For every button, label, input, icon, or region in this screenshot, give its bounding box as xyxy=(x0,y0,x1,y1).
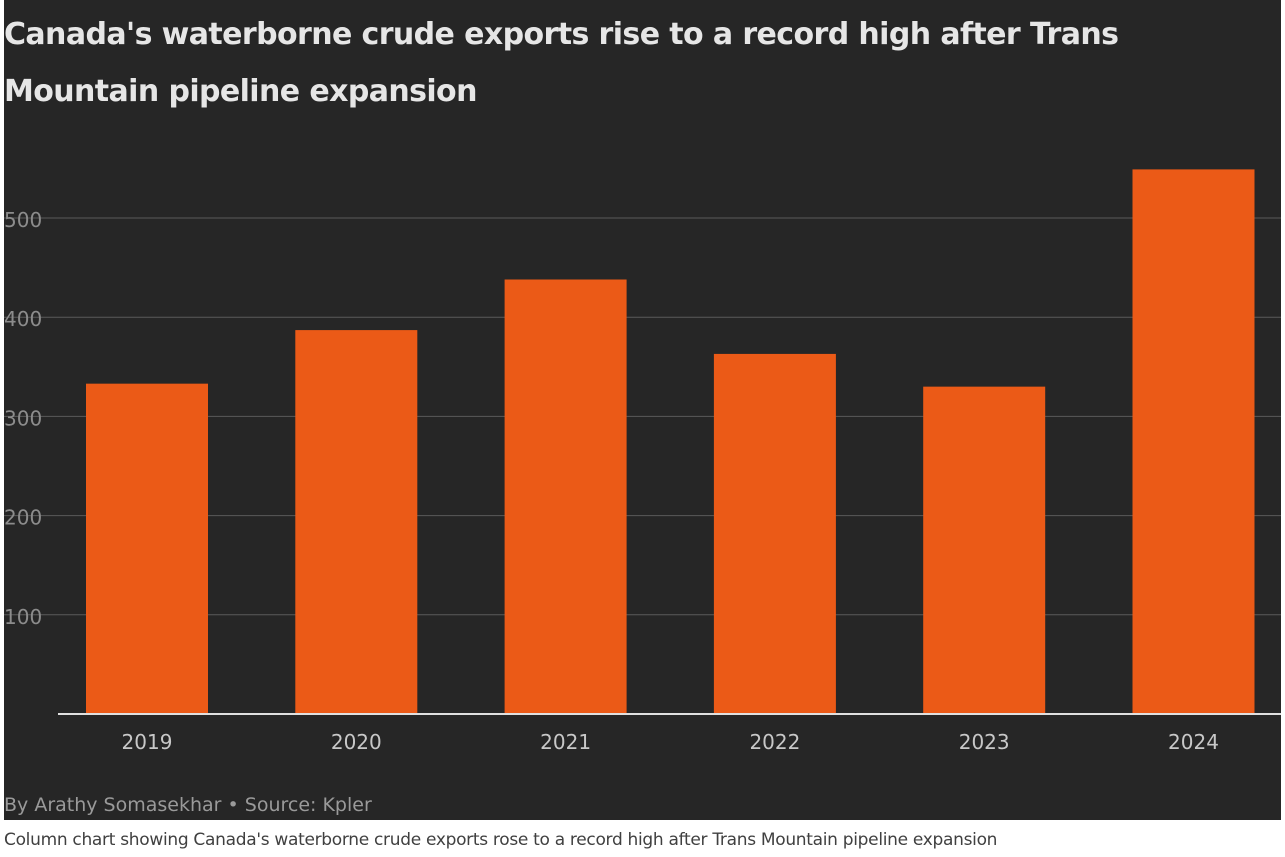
x-tick-label-2022: 2022 xyxy=(749,730,800,754)
x-tick-label-2024: 2024 xyxy=(1168,730,1219,754)
chart-panel: Canada's waterborne crude exports rise t… xyxy=(4,0,1281,820)
x-tick-label-2023: 2023 xyxy=(959,730,1010,754)
gridlines xyxy=(4,217,1281,616)
y-tick-label-100: 100 xyxy=(4,605,42,629)
x-tick-label-2020: 2020 xyxy=(331,730,382,754)
chart-plot: 100 200 300 400 500 2019 2020 2021 2022 2023 2024 xyxy=(4,169,1281,754)
y-tick-label-400: 400 xyxy=(4,307,42,331)
y-tick-label-500: 500 xyxy=(4,208,42,232)
bar-2024 xyxy=(1132,169,1255,715)
x-tick-label-2019: 2019 xyxy=(122,730,173,754)
bar-2023 xyxy=(923,386,1046,714)
x-tick-label-2021: 2021 xyxy=(540,730,591,754)
axis-labels: 100 200 300 400 500 2019 2020 2021 2022 2023 2024 xyxy=(4,208,1219,754)
y-tick-label-200: 200 xyxy=(4,506,42,530)
bar-2020 xyxy=(295,330,418,714)
byline-source: By Arathy Somasekhar • Source: Kpler xyxy=(4,794,372,816)
y-tick-label-300: 300 xyxy=(4,406,42,430)
bar-2022 xyxy=(713,353,836,714)
chart-caption: Column chart showing Canada's waterborne… xyxy=(4,830,998,850)
chart-title: Canada's waterborne crude exports rise t… xyxy=(4,17,1119,109)
bars xyxy=(86,169,1255,715)
bar-2021 xyxy=(504,279,627,714)
bar-2019 xyxy=(86,383,208,714)
